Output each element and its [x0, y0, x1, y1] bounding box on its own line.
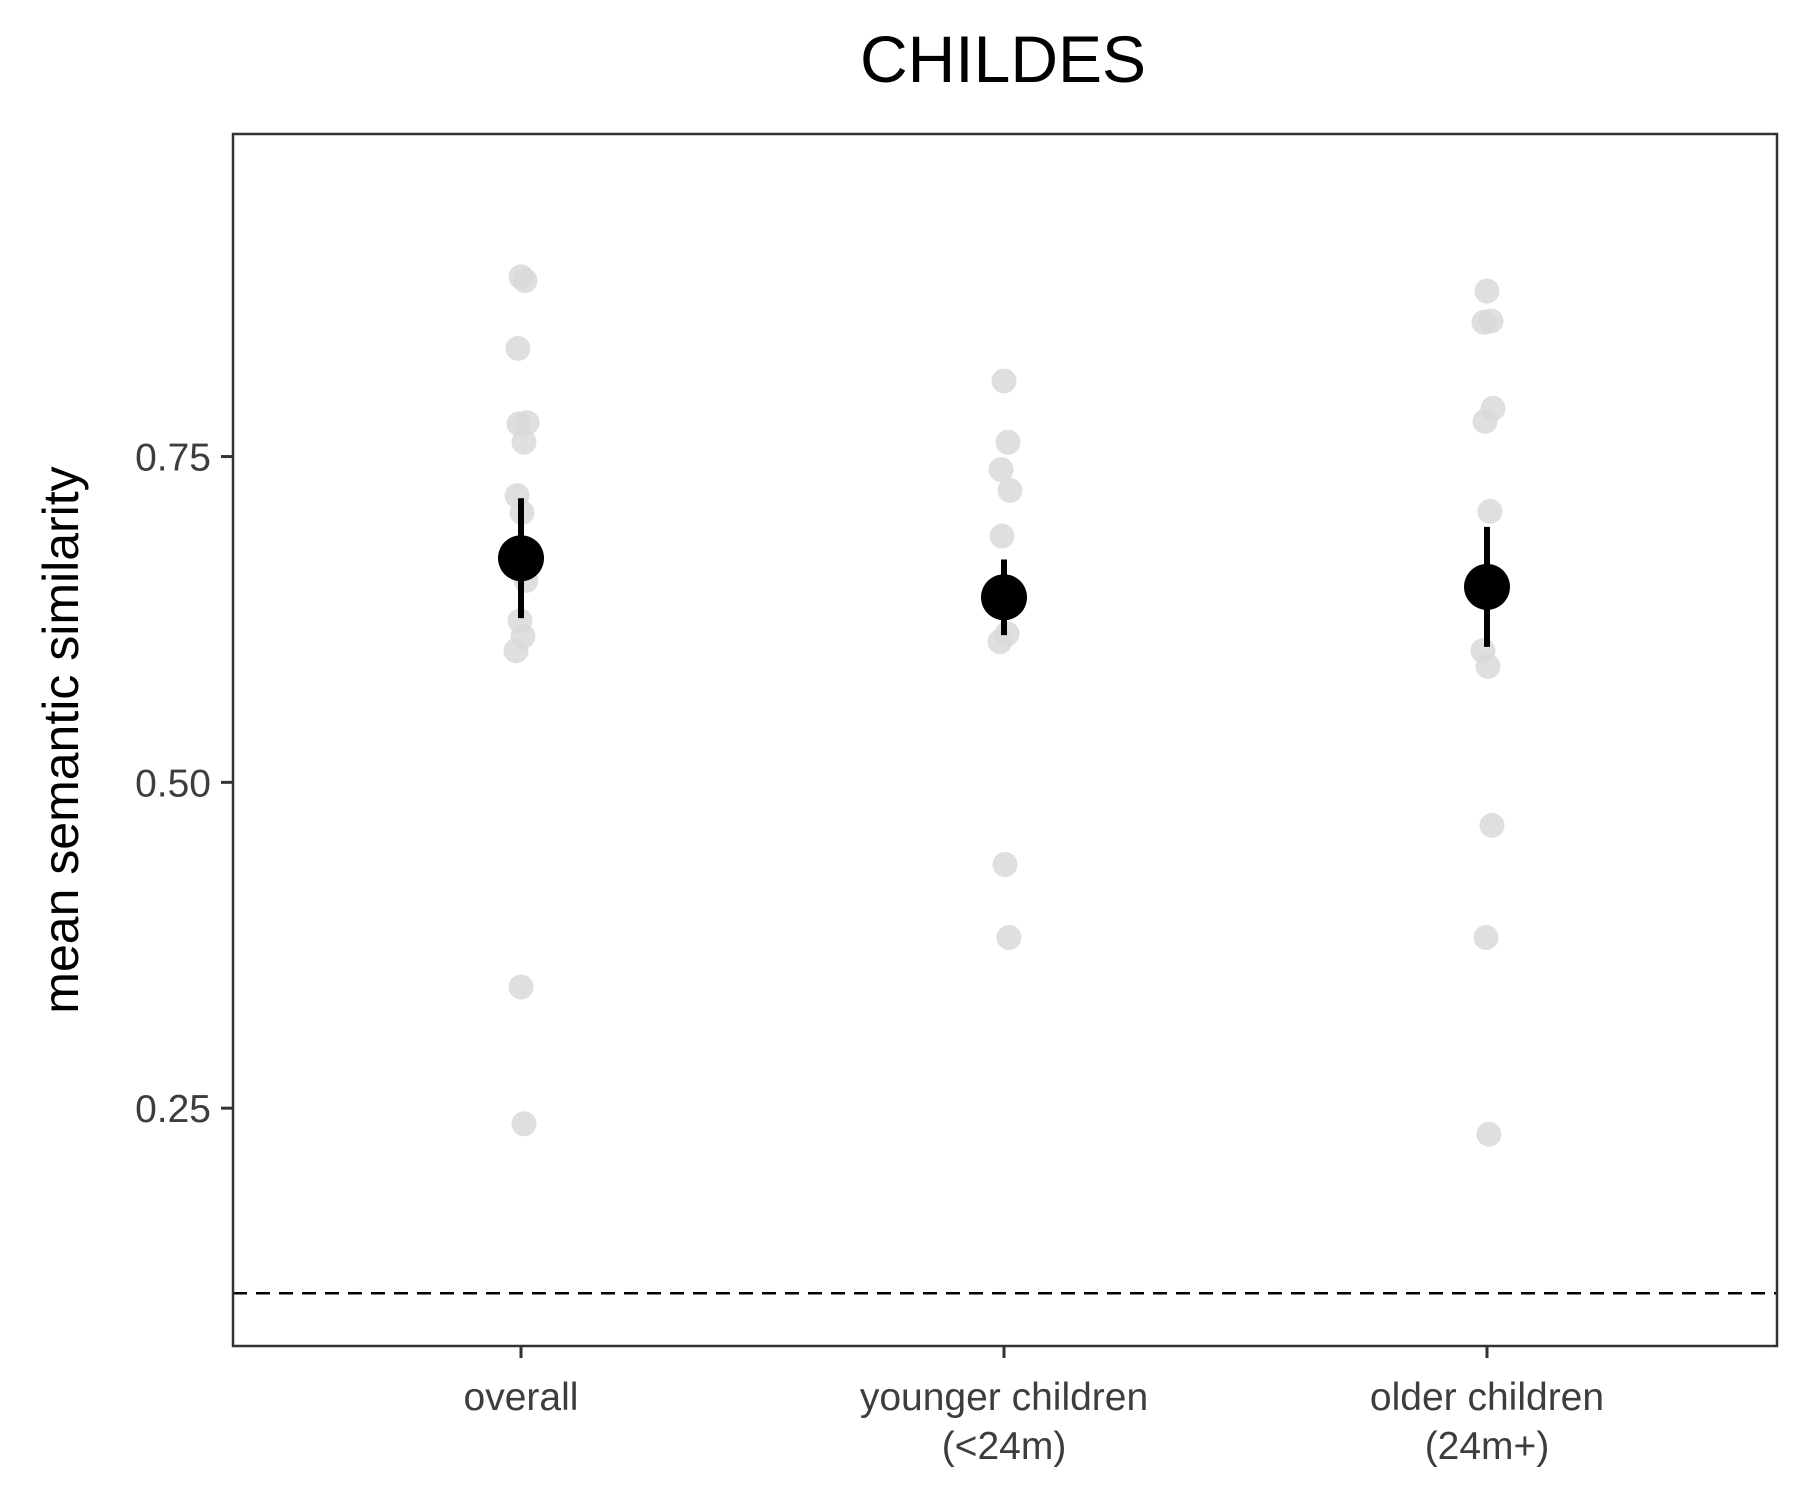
data-point: [508, 974, 534, 1000]
data-point: [987, 629, 1013, 655]
y-axis-label: mean semantic similarity: [33, 466, 89, 1013]
plot-panel: [231, 132, 1779, 1348]
x-tick-label: (24m+): [1425, 1425, 1550, 1468]
x-tick-label: overall: [464, 1376, 579, 1419]
data-point: [996, 924, 1022, 950]
mean-point: [1464, 563, 1510, 610]
data-point: [988, 457, 1014, 483]
data-point: [1471, 309, 1497, 335]
data-point: [1473, 924, 1499, 950]
chart-title: CHILDES: [860, 22, 1146, 96]
data-point: [512, 268, 538, 294]
data-point: [991, 368, 1017, 394]
data-point: [1479, 812, 1505, 838]
data-point: [1477, 498, 1503, 524]
data-point: [1475, 653, 1501, 679]
data-point: [997, 477, 1023, 503]
x-tick-label: younger children: [860, 1376, 1148, 1419]
data-point: [1476, 1121, 1502, 1147]
data-point: [992, 851, 1018, 877]
y-tick-label: 0.25: [135, 1088, 211, 1131]
data-point: [995, 429, 1021, 455]
data-point: [989, 523, 1015, 549]
mean-point: [981, 574, 1027, 621]
plot-layer: 0.25 0.50 0.75 overall younger children (<24m…: [135, 132, 1779, 1468]
data-point: [511, 429, 537, 455]
data-point: [505, 335, 531, 361]
data-point: [511, 1111, 537, 1137]
x-tick-label: (<24m): [942, 1425, 1067, 1468]
x-tick-label: older children: [1370, 1376, 1604, 1419]
data-point: [1472, 408, 1498, 434]
y-tick-label: 0.75: [135, 437, 211, 480]
mean-point: [498, 535, 544, 582]
data-point: [503, 638, 529, 664]
data-point: [1474, 278, 1500, 304]
y-tick-label: 0.50: [135, 762, 211, 805]
